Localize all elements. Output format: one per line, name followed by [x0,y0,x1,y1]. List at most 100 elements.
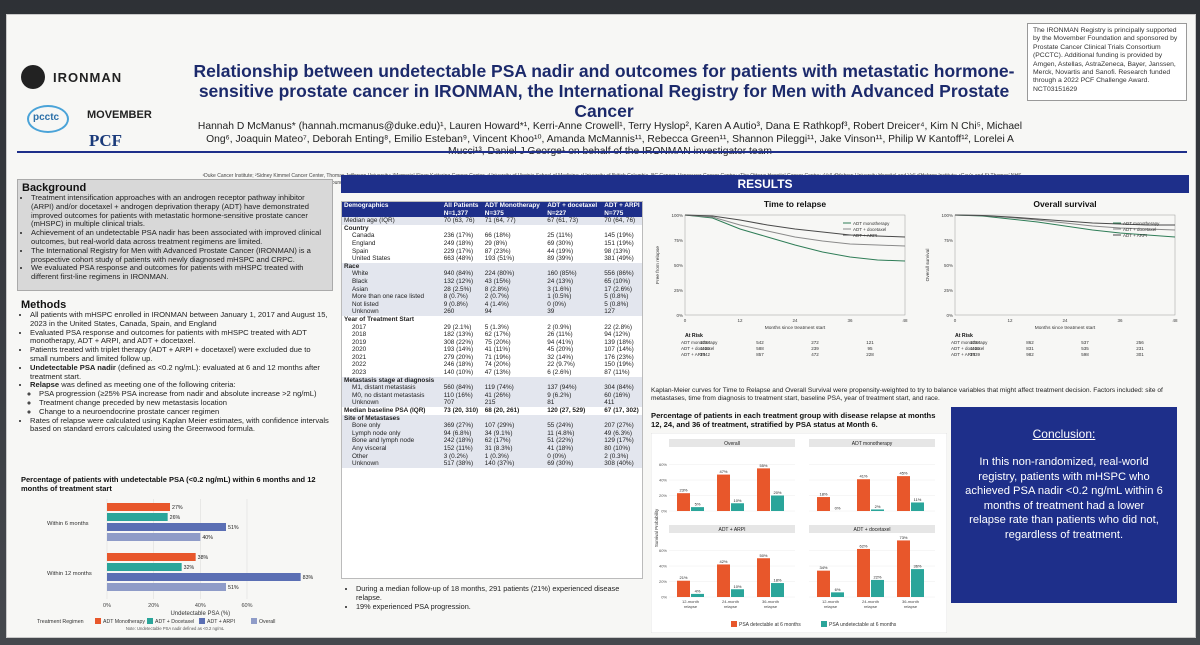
table-cell [442,377,483,385]
bar-value-label: 83% [303,575,314,581]
table-cell: 2 (0.9%) [547,323,572,331]
list-item: We evaluated PSA response and outcomes f… [31,264,328,282]
panel-title: ADT + docetaxel [853,527,890,533]
risk-value: 1122 [970,346,980,351]
conclusion-text: In this non-randomized, real-world regis… [965,456,1163,541]
table-cell: Race [344,262,360,270]
table-cell: 75 (20%) [484,338,511,346]
panel-title: ADT monotherapy [852,441,893,447]
x-tick-label: relapse [764,604,778,609]
undetectable-chart-panel: Percentage of patients with undetectable… [17,475,333,633]
x-tick-label: 0% [103,603,111,609]
table-cell: N=1,377 [441,209,483,218]
bar [107,533,201,541]
table-row: M1, distant metastasis 560 (84%) 119 (74%)… [342,384,642,392]
list-item: Treatment intensification approaches wit… [31,193,328,229]
bar [911,569,924,597]
table-cell: 31 (8.3%) [484,445,513,452]
group-label: Within 6 months [47,521,89,527]
table-row: Lymph node only 94 (6.8%) 34 (9.1%) 11 (4.8… [342,429,642,438]
y-tick-label: 75% [674,238,683,243]
table-cell: 2018 [352,331,367,339]
risk-value: 598 [1081,352,1089,357]
table-cell: 517 (38%) [443,460,474,468]
table-cell: Lymph node only [352,429,401,437]
table-cell: 560 (84%) [443,384,474,392]
risk-value: 857 [756,352,764,357]
bar-value-label: 38% [198,555,209,561]
table-cell: 132 (12%) [443,277,474,285]
table-cell: 224 (80%) [484,270,515,278]
table-cell: 22 (9.7%) [547,361,575,369]
table-cell: 160 (85%) [547,270,577,278]
y-tick-label: 0% [946,313,953,318]
table-cell: 2023 [352,369,367,377]
table-cell: 94 (41%) [547,338,574,346]
table-cell: 44 (19%) [547,247,574,255]
table-cell: 41 (11%) [484,346,511,354]
table-row: 2017 29 (2.1%) 5 (1.3%) 2 (0.9%) 22 (2.8%) [342,323,642,332]
km-curve [684,214,906,262]
table-cell: 707 [443,399,455,407]
table-cell: M1, distant metastasis [352,384,416,392]
table-cell: Asian [352,285,368,293]
table-cell: 22 (2.8%) [604,323,632,331]
y-tick-label: 40% [659,478,667,483]
bar-value-label: 55% [759,463,767,468]
x-tick-label: 12-month [822,599,839,604]
table-cell: 207 (27%) [604,422,634,430]
legend-label: ADT + Docetaxel [155,619,194,625]
background-list: Treatment intensification approaches wit… [22,193,328,282]
table-cell: 39 [547,308,555,316]
bar-value-label: 45% [899,471,907,476]
table-row: More than one race listed 8 (0.7%) 2 (0.7%… [342,293,642,301]
list-item: Treatment change preceded by new metasta… [39,398,329,408]
table-cell: 139 (18%) [604,338,634,346]
bar [831,592,844,597]
list-item: Undetectable PSA nadir (defined as <0.2 … [30,363,329,382]
ironman-logo-text: IRONMAN [53,70,123,85]
x-tick-label: 36-month [902,599,919,604]
table-cell: Any visceral [352,445,387,452]
panel-title: ADT + ARPI [718,527,745,533]
demographics-panel: Demographics All Patients ADT Monotherapy A… [341,201,643,579]
y-tick-label: 20% [659,579,667,584]
km-title: Overall survival [1033,199,1096,209]
table-cell: 107 (29%) [484,422,515,430]
bar-value-label: 22% [873,574,881,579]
bar-value-label: 20% [773,490,781,495]
table-cell: Unknown [352,399,379,407]
legend-label: ADT + ARPI [853,233,877,238]
table-cell: Year of Treatment Start [344,315,414,323]
y-tick-label: 25% [944,288,953,293]
bar [817,497,830,511]
y-tick-label: 0% [676,313,683,318]
bar [107,573,301,581]
table-row: 2023 140 (10%) 47 (13%) 6 (2.6%) 87 (11%) [342,369,642,377]
table-cell: 98 (13%) [604,247,631,255]
undetectable-chart-title: Percentage of patients with undetectable… [21,475,316,493]
bar [677,580,690,597]
risk-value: 239 [811,346,819,351]
legend-label: ADT monotherapy [853,221,890,226]
table-cell: 0 (0%) [547,300,567,308]
y-tick-label: 60% [659,548,667,553]
pcctc-logo: pcctc [21,105,81,145]
x-tick-label: 48 [902,318,908,323]
table-cell: ADT + docetaxel [545,202,603,210]
table-cell: 29 (2.1%) [443,323,472,331]
table-cell: 260 [443,308,455,316]
table-cell: Not listed [352,300,379,308]
table-row: Demographics All Patients ADT Monotherapy A… [342,202,642,210]
legend-label: ADT + ARPI [207,619,235,625]
risk-value: 256 [1136,340,1144,345]
table-cell: 140 (10%) [443,369,474,377]
table-cell: Unknown [352,460,379,468]
x-tick-label: 20% [148,603,159,609]
bar [911,502,924,511]
table-cell [442,415,483,423]
km-curve [684,214,906,247]
table-row: Bone and lymph node 242 (18%) 62 (17%) 51 (… [342,437,642,445]
y-tick-label: 0% [661,509,667,514]
bar [731,589,744,597]
